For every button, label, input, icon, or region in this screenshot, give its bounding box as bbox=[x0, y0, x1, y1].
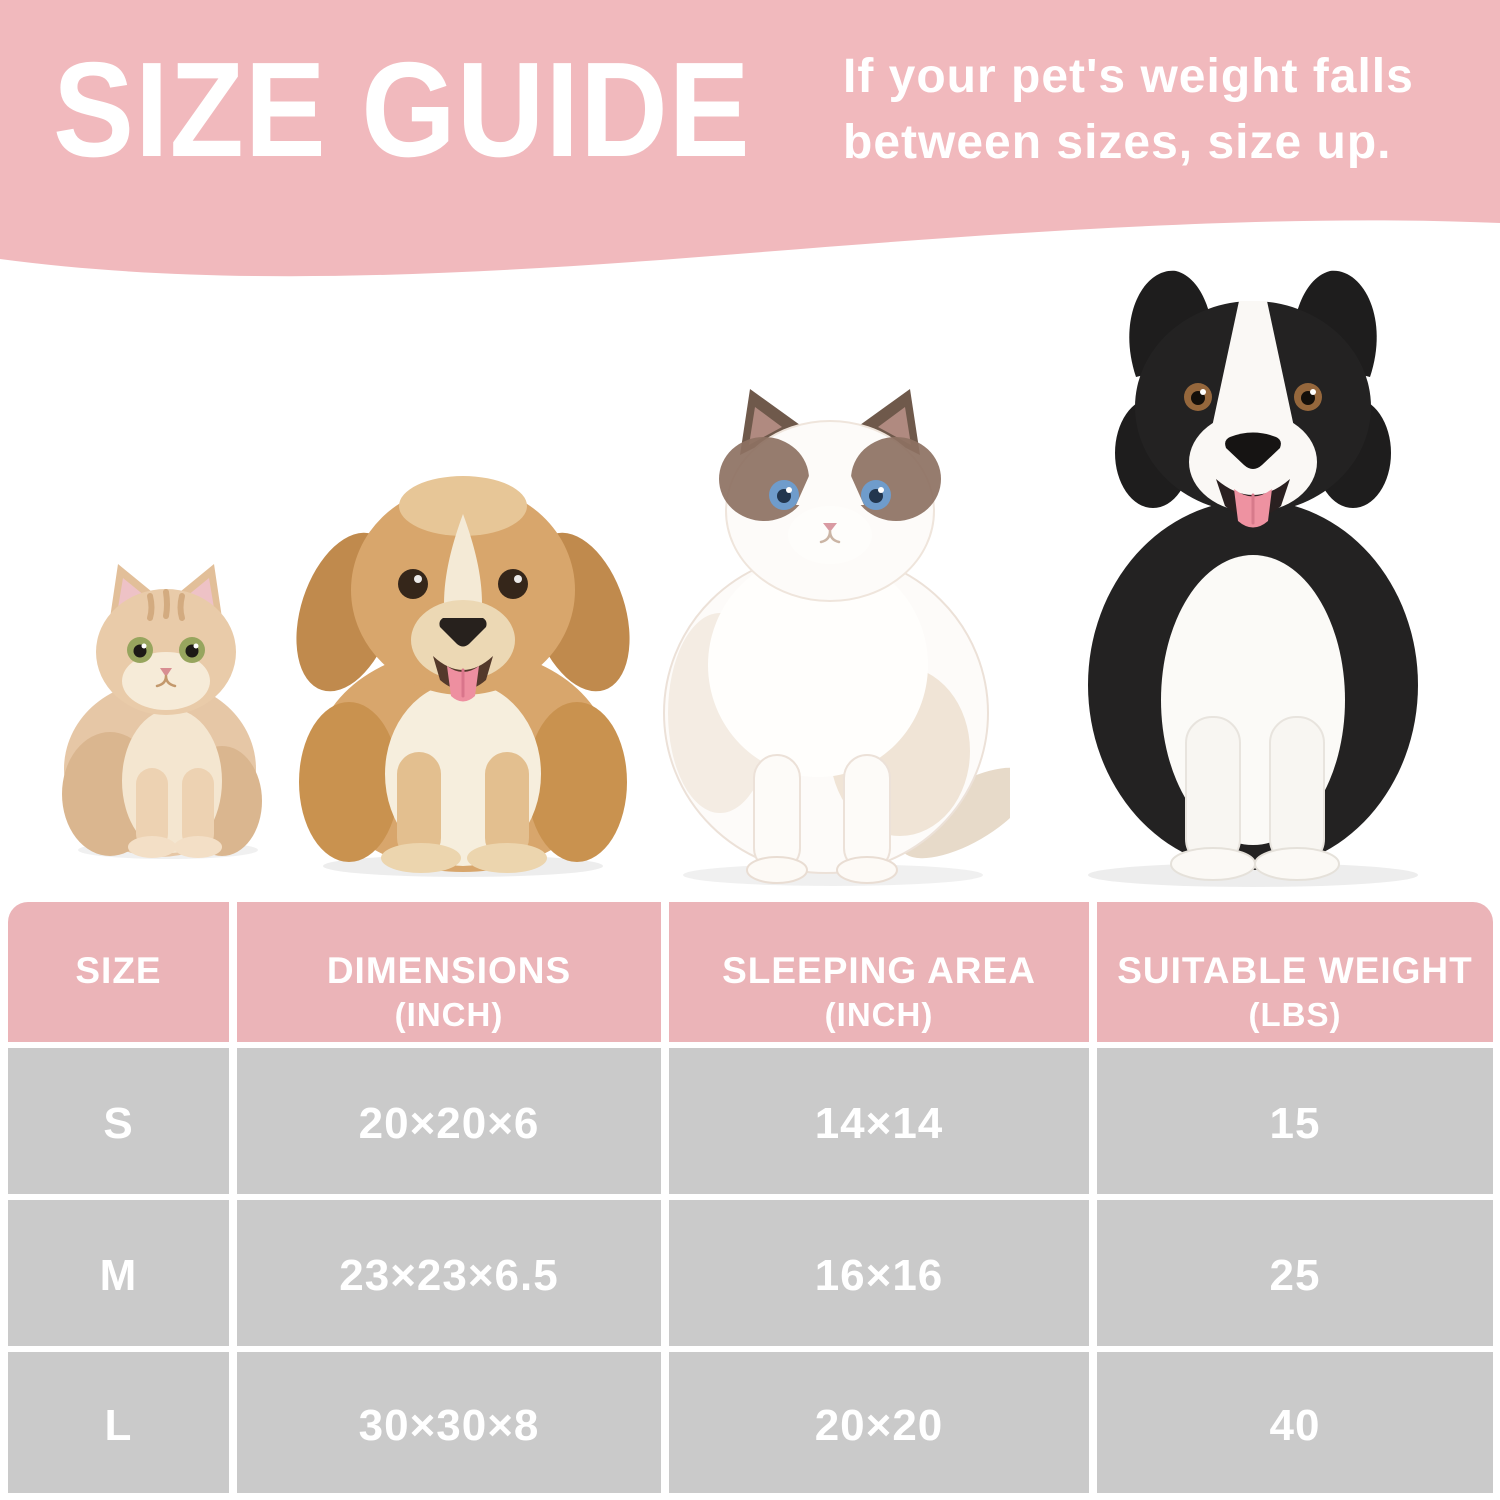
cell-size-l: L bbox=[8, 1352, 229, 1493]
banner-subtitle: If your pet's weight falls between sizes… bbox=[843, 44, 1414, 176]
cell-size-m: M bbox=[8, 1200, 229, 1346]
column-header-sleeping-area: SLEEPING AREA (INCH) bbox=[669, 902, 1089, 1042]
column-header-label: DIMENSIONS bbox=[326, 950, 572, 991]
cream-cat-illustration bbox=[62, 564, 262, 859]
column-header-label: SLEEPING AREA bbox=[722, 950, 1036, 991]
pet-image-small-cream-cat bbox=[60, 556, 268, 860]
column-header-unit: (INCH) bbox=[394, 996, 504, 1033]
column-header-size: SIZE bbox=[8, 902, 229, 1042]
cell-suitable-weight-s: 15 bbox=[1097, 1048, 1493, 1194]
cell-size-s: S bbox=[8, 1048, 229, 1194]
cell-sleeping-area-l: 20×20 bbox=[669, 1352, 1089, 1493]
column-header-suitable-weight: SUITABLE WEIGHT (LBS) bbox=[1097, 902, 1493, 1042]
subtitle-line-2: between sizes, size up. bbox=[843, 116, 1392, 169]
cell-dimensions-s: 20×20×6 bbox=[237, 1048, 661, 1194]
cell-suitable-weight-l: 40 bbox=[1097, 1352, 1493, 1493]
cell-dimensions-m: 23×23×6.5 bbox=[237, 1200, 661, 1346]
banner-wave-background bbox=[0, 0, 1500, 277]
column-header-label: SUITABLE WEIGHT bbox=[1117, 950, 1473, 991]
cell-suitable-weight-m: 25 bbox=[1097, 1200, 1493, 1346]
pet-image-border-collie bbox=[1058, 255, 1448, 888]
pet-image-tan-puppy bbox=[295, 452, 630, 878]
ragdoll-cat-illustration bbox=[663, 389, 1010, 886]
size-guide-table: SIZE DIMENSIONS (INCH) SLEEPING AREA (IN… bbox=[8, 902, 1493, 1493]
cell-sleeping-area-s: 14×14 bbox=[669, 1048, 1089, 1194]
cell-dimensions-l: 30×30×8 bbox=[237, 1352, 661, 1493]
column-header-unit: (LBS) bbox=[1248, 996, 1342, 1033]
page-title: SIZE GUIDE bbox=[53, 34, 751, 185]
column-header-unit: (INCH) bbox=[824, 996, 934, 1033]
pet-image-ragdoll-cat bbox=[648, 383, 1010, 888]
column-header-label: SIZE bbox=[75, 950, 162, 991]
tan-puppy-illustration bbox=[296, 476, 630, 877]
cell-sleeping-area-m: 16×16 bbox=[669, 1200, 1089, 1346]
border-collie-illustration bbox=[1088, 270, 1418, 887]
column-header-dimensions: DIMENSIONS (INCH) bbox=[237, 902, 661, 1042]
subtitle-line-1: If your pet's weight falls bbox=[843, 50, 1414, 103]
